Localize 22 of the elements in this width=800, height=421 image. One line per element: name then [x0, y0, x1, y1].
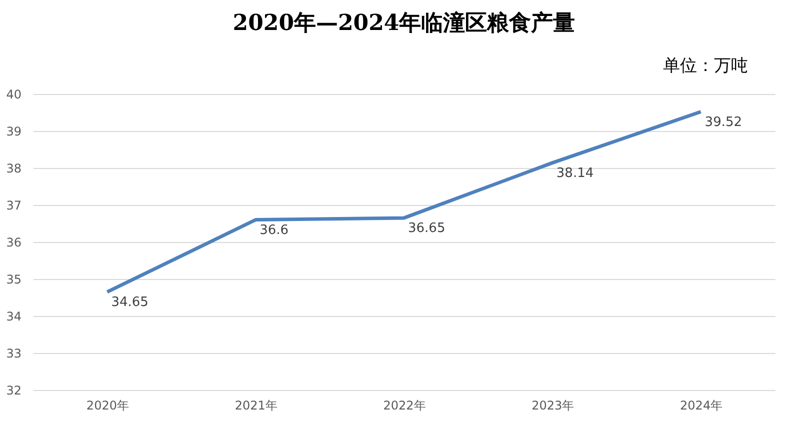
y-tick-label: 32 — [6, 384, 22, 398]
x-tick-label: 2021年 — [234, 398, 278, 412]
line-series — [105, 110, 703, 294]
data-label: 34.65 — [111, 294, 148, 310]
data-label: 36.65 — [408, 220, 446, 236]
y-tick-label: 35 — [6, 272, 22, 286]
y-tick-label: 39 — [6, 124, 22, 138]
x-tick-label: 2024年 — [680, 398, 723, 412]
data-label: 38.14 — [556, 166, 594, 181]
y-tick-label: 33 — [6, 346, 22, 360]
y-tick-label: 38 — [6, 162, 22, 176]
data-label: 39.52 — [704, 114, 742, 130]
text: 单位：万吨 — [663, 56, 748, 76]
y-tick-label: 34 — [6, 310, 22, 324]
x-tick-label: 2020年 — [86, 398, 129, 412]
y-tick-label: 40 — [6, 88, 22, 102]
y-tick-label: 37 — [6, 198, 22, 212]
x-tick-label: 2022年 — [383, 398, 426, 412]
chart-title: 2020年—2024年临潼区粮食产量 — [232, 10, 576, 36]
x-tick-label: 2023年 — [532, 398, 574, 412]
y-tick-label: 36 — [6, 236, 22, 250]
data-label: 36.6 — [260, 222, 289, 238]
